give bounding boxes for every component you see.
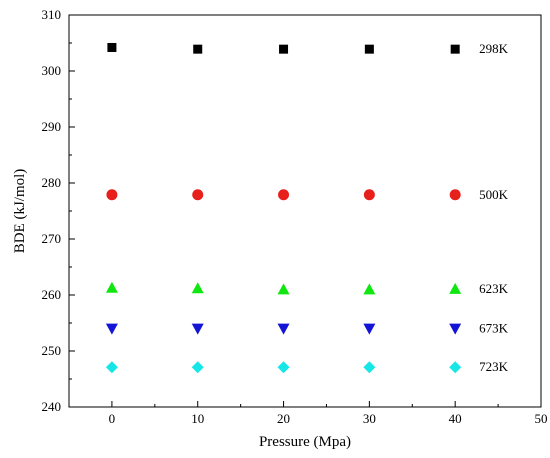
data-point-673K <box>449 323 462 335</box>
y-tick-label: 310 <box>42 7 62 22</box>
plot-frame <box>68 14 542 408</box>
x-tick-label: 20 <box>277 411 290 426</box>
y-tick-label: 260 <box>42 287 62 302</box>
series-label-673K: 673K <box>479 321 509 336</box>
data-point-298K <box>450 44 460 54</box>
y-tick-label: 250 <box>42 343 62 358</box>
x-tick-label: 10 <box>191 411 204 426</box>
data-point-723K <box>363 361 376 374</box>
data-point-723K <box>449 361 462 374</box>
data-point-298K <box>107 42 117 52</box>
data-point-623K <box>449 282 462 294</box>
series-label-500K: 500K <box>479 187 509 202</box>
x-tick-label: 50 <box>535 411 548 426</box>
y-tick-label: 300 <box>42 63 62 78</box>
data-point-500K <box>449 189 461 201</box>
data-point-623K <box>105 281 118 293</box>
y-tick-label: 280 <box>42 175 62 190</box>
data-point-723K <box>191 361 204 374</box>
y-tick-label: 240 <box>42 399 62 414</box>
data-point-298K <box>364 44 374 54</box>
data-point-298K <box>279 44 289 54</box>
y-tick-label: 290 <box>42 119 62 134</box>
x-axis-label: Pressure (Mpa) <box>259 434 351 450</box>
data-point-500K <box>278 189 290 201</box>
y-axis-label: BDE (kJ/mol) <box>12 169 28 254</box>
data-point-298K <box>193 44 203 54</box>
y-tick-label: 270 <box>42 231 62 246</box>
series-label-298K: 298K <box>479 41 509 56</box>
data-point-673K <box>191 323 204 335</box>
data-point-673K <box>363 323 376 335</box>
series-label-623K: 623K <box>479 281 509 296</box>
data-point-623K <box>277 283 290 295</box>
data-points <box>105 42 462 374</box>
data-point-500K <box>106 189 118 201</box>
data-point-500K <box>192 189 204 201</box>
data-point-623K <box>191 282 204 294</box>
data-point-723K <box>105 361 118 374</box>
x-tick-label: 0 <box>109 411 116 426</box>
axis-tick-labels: 0 10 20 30 40 50 240 250 260 270 280 290 300 310 <box>42 7 548 426</box>
data-point-723K <box>277 361 290 374</box>
data-point-673K <box>277 323 290 335</box>
data-point-500K <box>363 189 375 201</box>
series-labels: 298K 500K 623K 673K 723K <box>479 41 509 374</box>
x-tick-label: 40 <box>449 411 462 426</box>
series-label-723K: 723K <box>479 359 509 374</box>
data-point-673K <box>105 323 118 335</box>
data-point-623K <box>363 283 376 295</box>
x-tick-label: 30 <box>363 411 376 426</box>
axis-ticks <box>68 14 542 408</box>
